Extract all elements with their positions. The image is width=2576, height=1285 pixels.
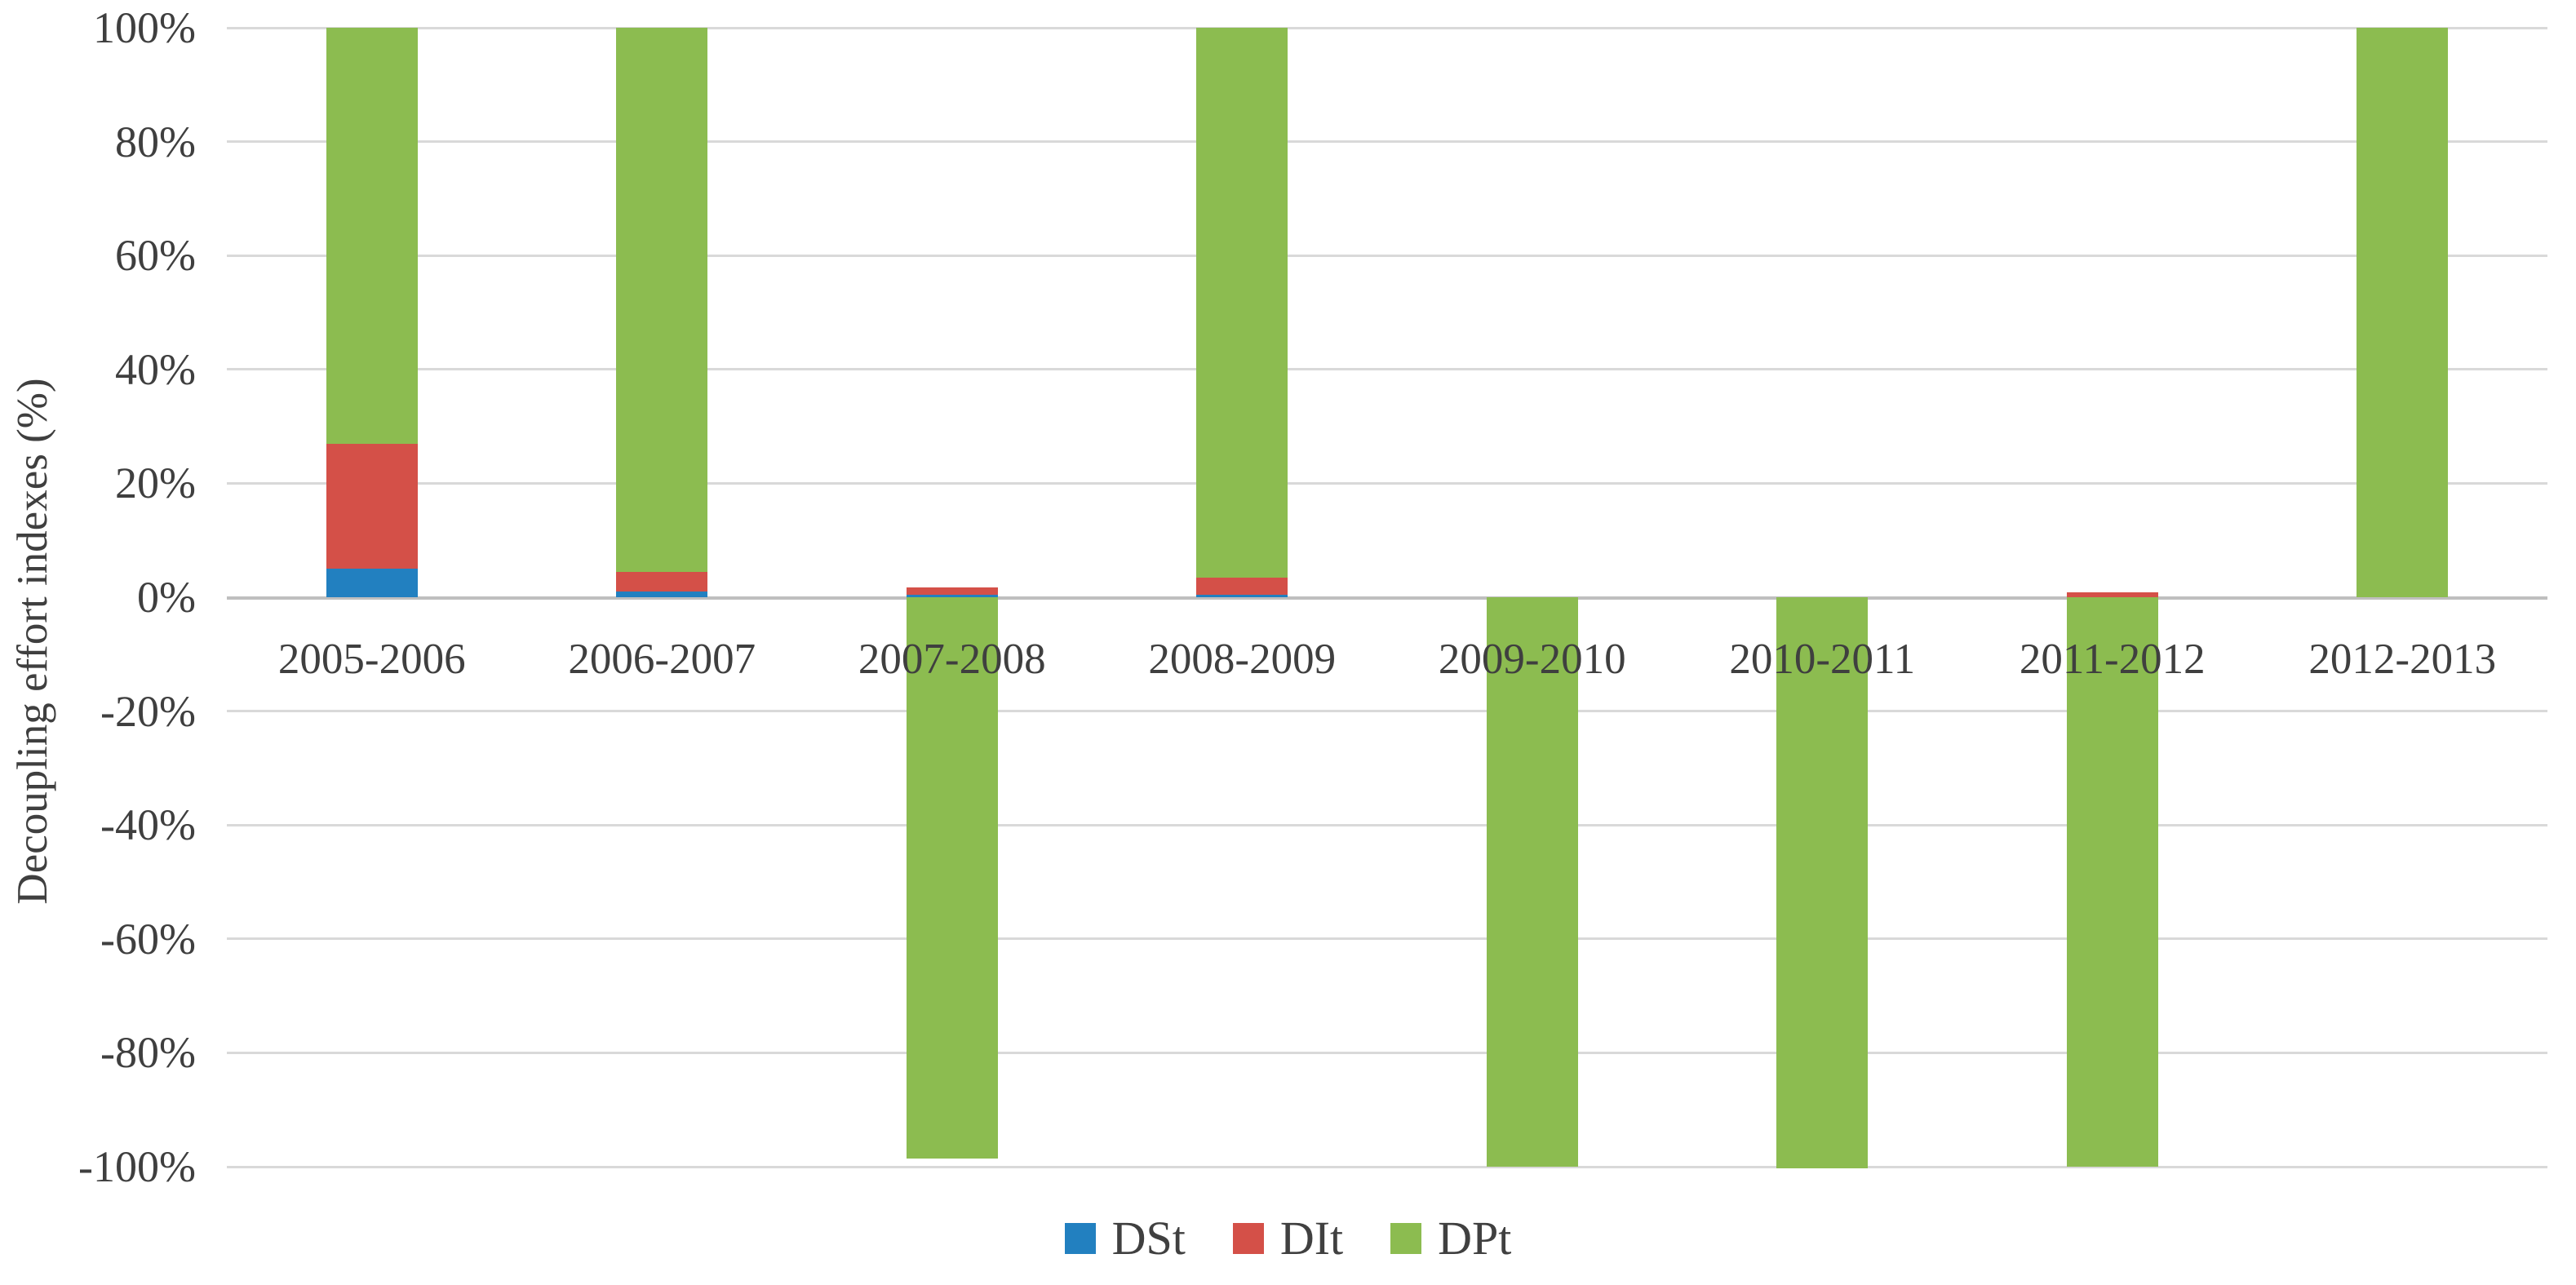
y-tick-label: 0%	[137, 573, 196, 622]
gridline-40	[227, 368, 2547, 371]
gridline--20	[227, 710, 2547, 713]
gridline-80	[227, 140, 2547, 144]
gridline-100	[227, 26, 2547, 29]
x-category-label: 2012-2013	[2308, 636, 2497, 683]
legend-label: DPt	[1438, 1212, 1512, 1265]
bar-segment-DIt-2011-2012	[2066, 592, 2158, 597]
y-tick-label: -80%	[100, 1028, 196, 1078]
x-category-label: 2010-2011	[1729, 636, 1916, 683]
bar-segment-DSt-2005-2006	[326, 569, 418, 597]
y-tick-label: 20%	[115, 459, 196, 508]
x-category-label: 2011-2012	[2019, 636, 2206, 683]
gridline-20	[227, 481, 2547, 485]
legend-label: DSt	[1111, 1212, 1186, 1265]
bar-segment-DIt-2007-2008	[906, 587, 998, 596]
legend-item-DPt: DPt	[1390, 1215, 1511, 1262]
bar-segment-DPt-2008-2009	[1196, 28, 1288, 578]
bar-segment-DPt-2011-2012	[2066, 597, 2158, 1167]
bar-segment-DPt-2012-2013	[2357, 28, 2449, 597]
bar-segment-DPt-2009-2010	[1486, 597, 1578, 1167]
y-tick-label: 100%	[93, 3, 196, 52]
gridline--80	[227, 1051, 2547, 1054]
zero-gridline	[227, 596, 2547, 600]
legend-item-DIt: DIt	[1232, 1212, 1344, 1265]
x-category-label: 2006-2007	[568, 636, 756, 683]
x-category-label: 2009-2010	[1438, 636, 1626, 683]
legend-item-DSt: DSt	[1064, 1212, 1186, 1265]
legend-label: DIt	[1279, 1212, 1344, 1265]
chart-legend: DSt DIt DPt	[0, 1215, 2576, 1262]
bar-segment-DPt-2010-2011	[1776, 597, 1869, 1169]
gridline--100	[227, 1165, 2547, 1168]
x-category-label: 2007-2008	[858, 636, 1046, 683]
y-axis-title: Decoupling effort indexes (%)	[9, 378, 56, 905]
legend-swatch-icon	[1390, 1223, 1422, 1254]
y-tick-label: -40%	[100, 800, 196, 850]
x-category-label: 2005-2006	[277, 636, 466, 683]
bar-segment-DIt-2008-2009	[1196, 578, 1288, 596]
gridline--40	[227, 823, 2547, 826]
y-tick-label: 80%	[115, 117, 196, 166]
bar-segment-DPt-2005-2006	[326, 28, 418, 444]
y-tick-label: -60%	[100, 914, 196, 964]
bar-segment-DIt-2006-2007	[616, 571, 708, 592]
bar-segment-DSt-2007-2008	[906, 595, 998, 597]
y-tick-label: 60%	[115, 231, 196, 281]
gridline-60	[227, 254, 2547, 257]
legend-swatch-icon	[1064, 1223, 1096, 1254]
bar-segment-DPt-2006-2007	[616, 28, 708, 572]
y-tick-label: -20%	[100, 686, 196, 736]
bar-segment-DSt-2008-2009	[1196, 595, 1288, 597]
bar-segment-DSt-2006-2007	[616, 592, 708, 597]
y-tick-label: 40%	[115, 344, 196, 394]
x-category-label: 2008-2009	[1148, 636, 1337, 683]
gridline--60	[227, 937, 2547, 941]
bar-segment-DPt-2007-2008	[906, 597, 998, 1159]
bar-segment-DIt-2005-2006	[326, 443, 418, 569]
y-tick-label: -100%	[78, 1142, 196, 1191]
legend-swatch-icon	[1232, 1223, 1264, 1254]
